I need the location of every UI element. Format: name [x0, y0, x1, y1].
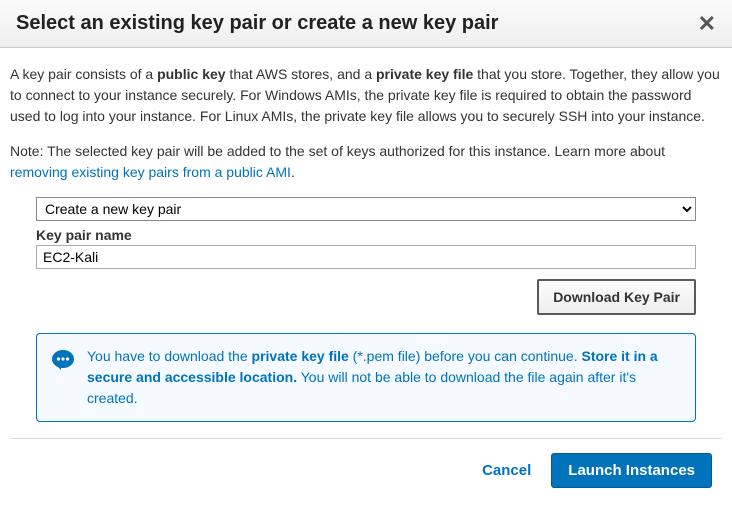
remove-keypairs-link[interactable]: removing existing key pairs from a publi…	[10, 164, 291, 180]
info-box: You have to download the private key fil…	[36, 333, 696, 422]
desc-text: that AWS stores, and a	[226, 66, 376, 82]
desc-bold-publickey: public key	[157, 66, 225, 82]
info-bold-privatekey: private key file	[252, 348, 349, 364]
launch-instances-button[interactable]: Launch Instances	[551, 453, 712, 488]
info-text: You have to download the private key fil…	[87, 346, 677, 409]
note-text: .	[291, 164, 295, 180]
dialog-body: A key pair consists of a public key that…	[0, 48, 732, 508]
keypair-name-label: Key pair name	[36, 227, 696, 243]
keypair-name-input[interactable]	[36, 245, 696, 269]
info-text: (*.pem file) before you can continue.	[349, 348, 582, 364]
desc-text: A key pair consists of a	[10, 66, 157, 82]
desc-bold-privatekey: private key file	[376, 66, 473, 82]
info-icon	[51, 348, 75, 372]
description-text: A key pair consists of a public key that…	[10, 64, 722, 127]
keypair-action-select[interactable]: Create a new key pair	[36, 197, 696, 221]
download-keypair-button[interactable]: Download Key Pair	[537, 279, 696, 315]
info-text: You have to download the	[87, 348, 252, 364]
dialog-header: Select an existing key pair or create a …	[0, 0, 732, 48]
cancel-button[interactable]: Cancel	[482, 462, 531, 479]
close-icon[interactable]: ✕	[698, 13, 716, 35]
dialog-footer: Cancel Launch Instances	[10, 453, 722, 498]
download-row: Download Key Pair	[36, 279, 696, 315]
note-text: Note: The selected key pair will be adde…	[10, 141, 722, 183]
form-section: Create a new key pair Key pair name Down…	[10, 197, 722, 422]
dialog-title: Select an existing key pair or create a …	[16, 12, 498, 35]
footer-divider	[10, 438, 722, 439]
note-text: Note: The selected key pair will be adde…	[10, 143, 665, 159]
